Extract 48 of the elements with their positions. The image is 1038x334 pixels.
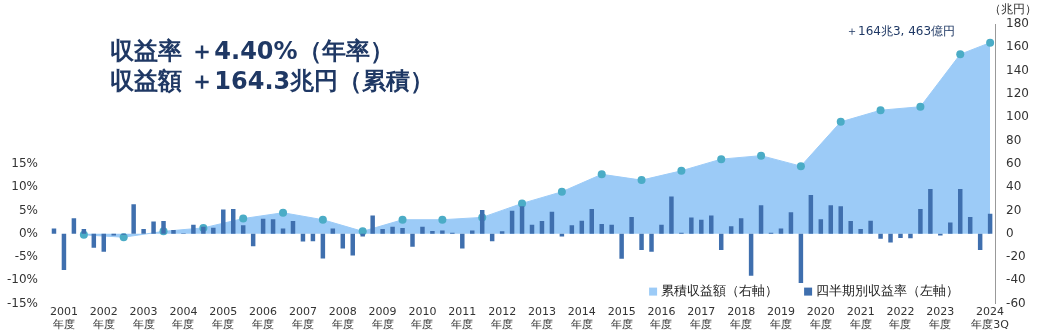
x-tick-label: 2020 年度 — [806, 305, 835, 332]
y2-tick-label: 100 — [1006, 109, 1029, 124]
x-tick-label: 2011 年度 — [448, 305, 477, 332]
x-tick-label: 2019 年度 — [766, 305, 795, 332]
x-tick-label: 2007 年度 — [288, 305, 317, 332]
y2-tick-label: -20 — [1006, 249, 1026, 264]
y2-tick-label: 180 — [1006, 16, 1029, 31]
x-tick-label: 2021 年度 — [846, 305, 875, 332]
y-tick-label: -15% — [6, 295, 38, 310]
y2-tick-label: 20 — [1006, 202, 1022, 217]
text: 収益率 ＋4.40%（年率） — [110, 36, 395, 66]
x-tick-label: 2002 年度 — [89, 305, 118, 332]
x-tick-label: 2001 年度 — [49, 305, 78, 332]
x-tick-label: 2016 年度 — [647, 305, 676, 332]
y-tick-label: 0% — [18, 225, 38, 240]
y-tick-label: -5% — [14, 249, 38, 264]
y2-tick-label: 60 — [1006, 155, 1022, 170]
x-tick-label: 2022 年度 — [886, 305, 915, 332]
y2-axis-title: （兆円） — [989, 2, 1038, 17]
x-tick-label: 2003 年度 — [129, 305, 158, 332]
legend-label: 四半期別収益率（左軸） — [816, 282, 960, 298]
x-tick-label: 2005 年度 — [209, 305, 238, 332]
y2-tick-label: 0 — [1006, 225, 1014, 240]
y-tick-label: 5% — [18, 202, 38, 217]
x-tick-label: 2014 年度 — [567, 305, 596, 332]
y2-tick-label: 40 — [1006, 179, 1022, 194]
y-tick-label: 10% — [11, 179, 38, 194]
x-tick-label: 2006 年度 — [249, 305, 278, 332]
y2-tick-label: 160 — [1006, 39, 1029, 54]
y2-tick-label: -40 — [1006, 272, 1026, 287]
x-tick-label: 2009 年度 — [368, 305, 397, 332]
x-tick-label: 2008 年度 — [328, 305, 357, 332]
y2-tick-label: 120 — [1006, 86, 1029, 101]
text: 収益額 ＋164.3兆円（累積） — [110, 66, 435, 96]
y-tick-label: 15% — [11, 155, 38, 170]
x-tick-label: 2010 年度 — [408, 305, 437, 332]
x-tick-label: 2012 年度 — [488, 305, 517, 332]
legend-label: 累積収益額（右軸） — [661, 282, 779, 298]
y2-tick-label: 80 — [1006, 132, 1022, 147]
annotation: ＋164兆3, 463億円 — [846, 24, 956, 39]
x-tick-label: 2015 年度 — [607, 305, 636, 332]
x-tick-label: 2013 年度 — [527, 305, 556, 332]
x-tick-label: 2018 年度 — [727, 305, 756, 332]
x-tick-label: 2023 年度 — [926, 305, 955, 332]
x-tick-label: 2004 年度 — [169, 305, 198, 332]
y-tick-label: -10% — [6, 272, 38, 287]
y2-tick-label: 140 — [1006, 62, 1029, 77]
x-tick-label: 2017 年度 — [687, 305, 716, 332]
